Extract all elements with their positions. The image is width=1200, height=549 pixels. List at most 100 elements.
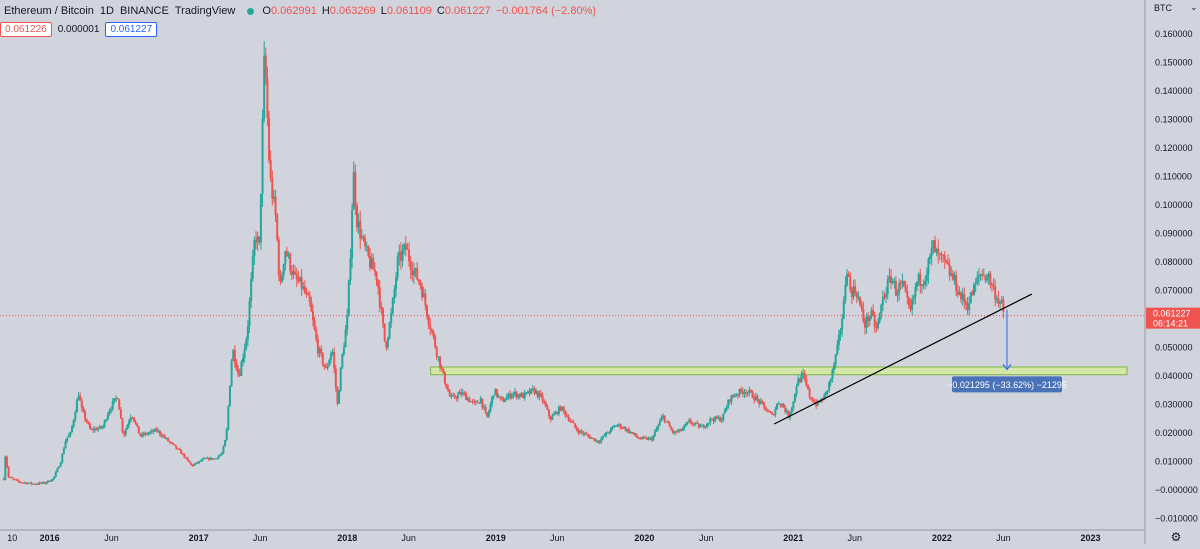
candle [1000, 296, 1003, 304]
candle [797, 374, 800, 387]
candle-body [522, 393, 525, 399]
market-status-icon[interactable] [247, 7, 255, 15]
candle-body [313, 320, 316, 330]
candle-body [844, 284, 847, 301]
candle [261, 109, 264, 207]
symbol-legend: Ethereum / Bitcoin 1D BINANCE TradingVie… [4, 3, 596, 19]
candle [997, 290, 1000, 308]
candle-body [12, 478, 15, 480]
candle-body [95, 428, 98, 431]
candle-body [627, 429, 630, 433]
candle-body [62, 448, 65, 454]
candle-body [129, 417, 132, 422]
candle [264, 47, 267, 86]
candle-body [709, 418, 712, 423]
candle-body [28, 482, 31, 484]
candle-body [764, 406, 767, 411]
trendline [773, 293, 1033, 425]
candle-body [167, 438, 170, 442]
candle [583, 431, 586, 437]
candle-body [546, 406, 549, 410]
candle-body [577, 430, 580, 433]
candle-body [572, 421, 575, 424]
candle-body [272, 196, 275, 199]
candle-body [219, 454, 222, 456]
candle-body [769, 411, 772, 413]
candle [168, 440, 171, 444]
candle-body [717, 417, 720, 419]
candle-body [556, 411, 559, 415]
candle-body [87, 422, 90, 424]
candle-body [264, 55, 267, 79]
candle [279, 269, 282, 286]
candle-body [603, 435, 606, 437]
candle [979, 273, 982, 282]
candle-body [632, 433, 635, 435]
candle-body [479, 398, 482, 404]
candle-body [18, 481, 21, 483]
candle [624, 426, 627, 432]
candle [572, 419, 575, 424]
candle [548, 409, 551, 420]
candle [106, 411, 109, 421]
candle-body [248, 301, 251, 327]
interval-label[interactable]: 1D [99, 5, 114, 17]
candle [938, 252, 941, 261]
x-tick-label: Jun [996, 533, 1011, 543]
candle-body [748, 390, 751, 393]
candle-body [318, 348, 321, 354]
candle [557, 404, 560, 417]
candle-body [474, 401, 477, 403]
candle-body [271, 177, 274, 199]
candle [684, 422, 687, 427]
candle-body [538, 393, 541, 398]
candle-body [878, 313, 881, 323]
candle [942, 254, 945, 263]
candle-body [507, 393, 510, 398]
candle-body [242, 357, 245, 363]
candle-body [362, 236, 365, 239]
candle [158, 430, 161, 437]
candle-body [27, 483, 30, 485]
candle [417, 278, 420, 285]
candle-body [277, 239, 280, 276]
close-value: 0.061227 [444, 5, 491, 17]
candle [919, 268, 922, 294]
candle-body [943, 255, 946, 261]
sell-price-button[interactable]: 0.061226 [0, 21, 52, 37]
candle-body [719, 417, 722, 422]
candle [352, 161, 355, 210]
gear-icon[interactable]: ⚙ [1170, 530, 1182, 544]
y-tick-label: 0.050000 [1155, 343, 1193, 353]
candle-body [471, 401, 474, 403]
candle [149, 430, 152, 435]
candle-body [982, 275, 985, 277]
currency-unit-selector[interactable]: BTC ⌄ [1150, 2, 1200, 16]
candle [220, 451, 223, 456]
candle [863, 317, 866, 335]
candle [118, 398, 121, 410]
candle [811, 396, 814, 403]
candle-body [876, 322, 879, 329]
candle-body [637, 437, 640, 439]
candle-body [281, 275, 284, 282]
candle-body [468, 398, 471, 403]
x-tick-label: 10 [7, 533, 17, 543]
candle [183, 453, 186, 459]
candle-body [199, 460, 202, 462]
candle-body [495, 388, 498, 397]
candle [912, 294, 915, 305]
candle-body [650, 437, 653, 441]
candle [564, 409, 567, 419]
candle [435, 345, 438, 361]
buy-price-button[interactable]: 0.061227 [105, 21, 158, 37]
candle [885, 286, 888, 304]
symbol-name[interactable]: Ethereum / Bitcoin [4, 5, 94, 17]
candle-body [383, 323, 386, 342]
candle [673, 430, 676, 436]
candle-body [938, 253, 941, 255]
candle [101, 424, 104, 430]
candle-body [937, 248, 940, 254]
